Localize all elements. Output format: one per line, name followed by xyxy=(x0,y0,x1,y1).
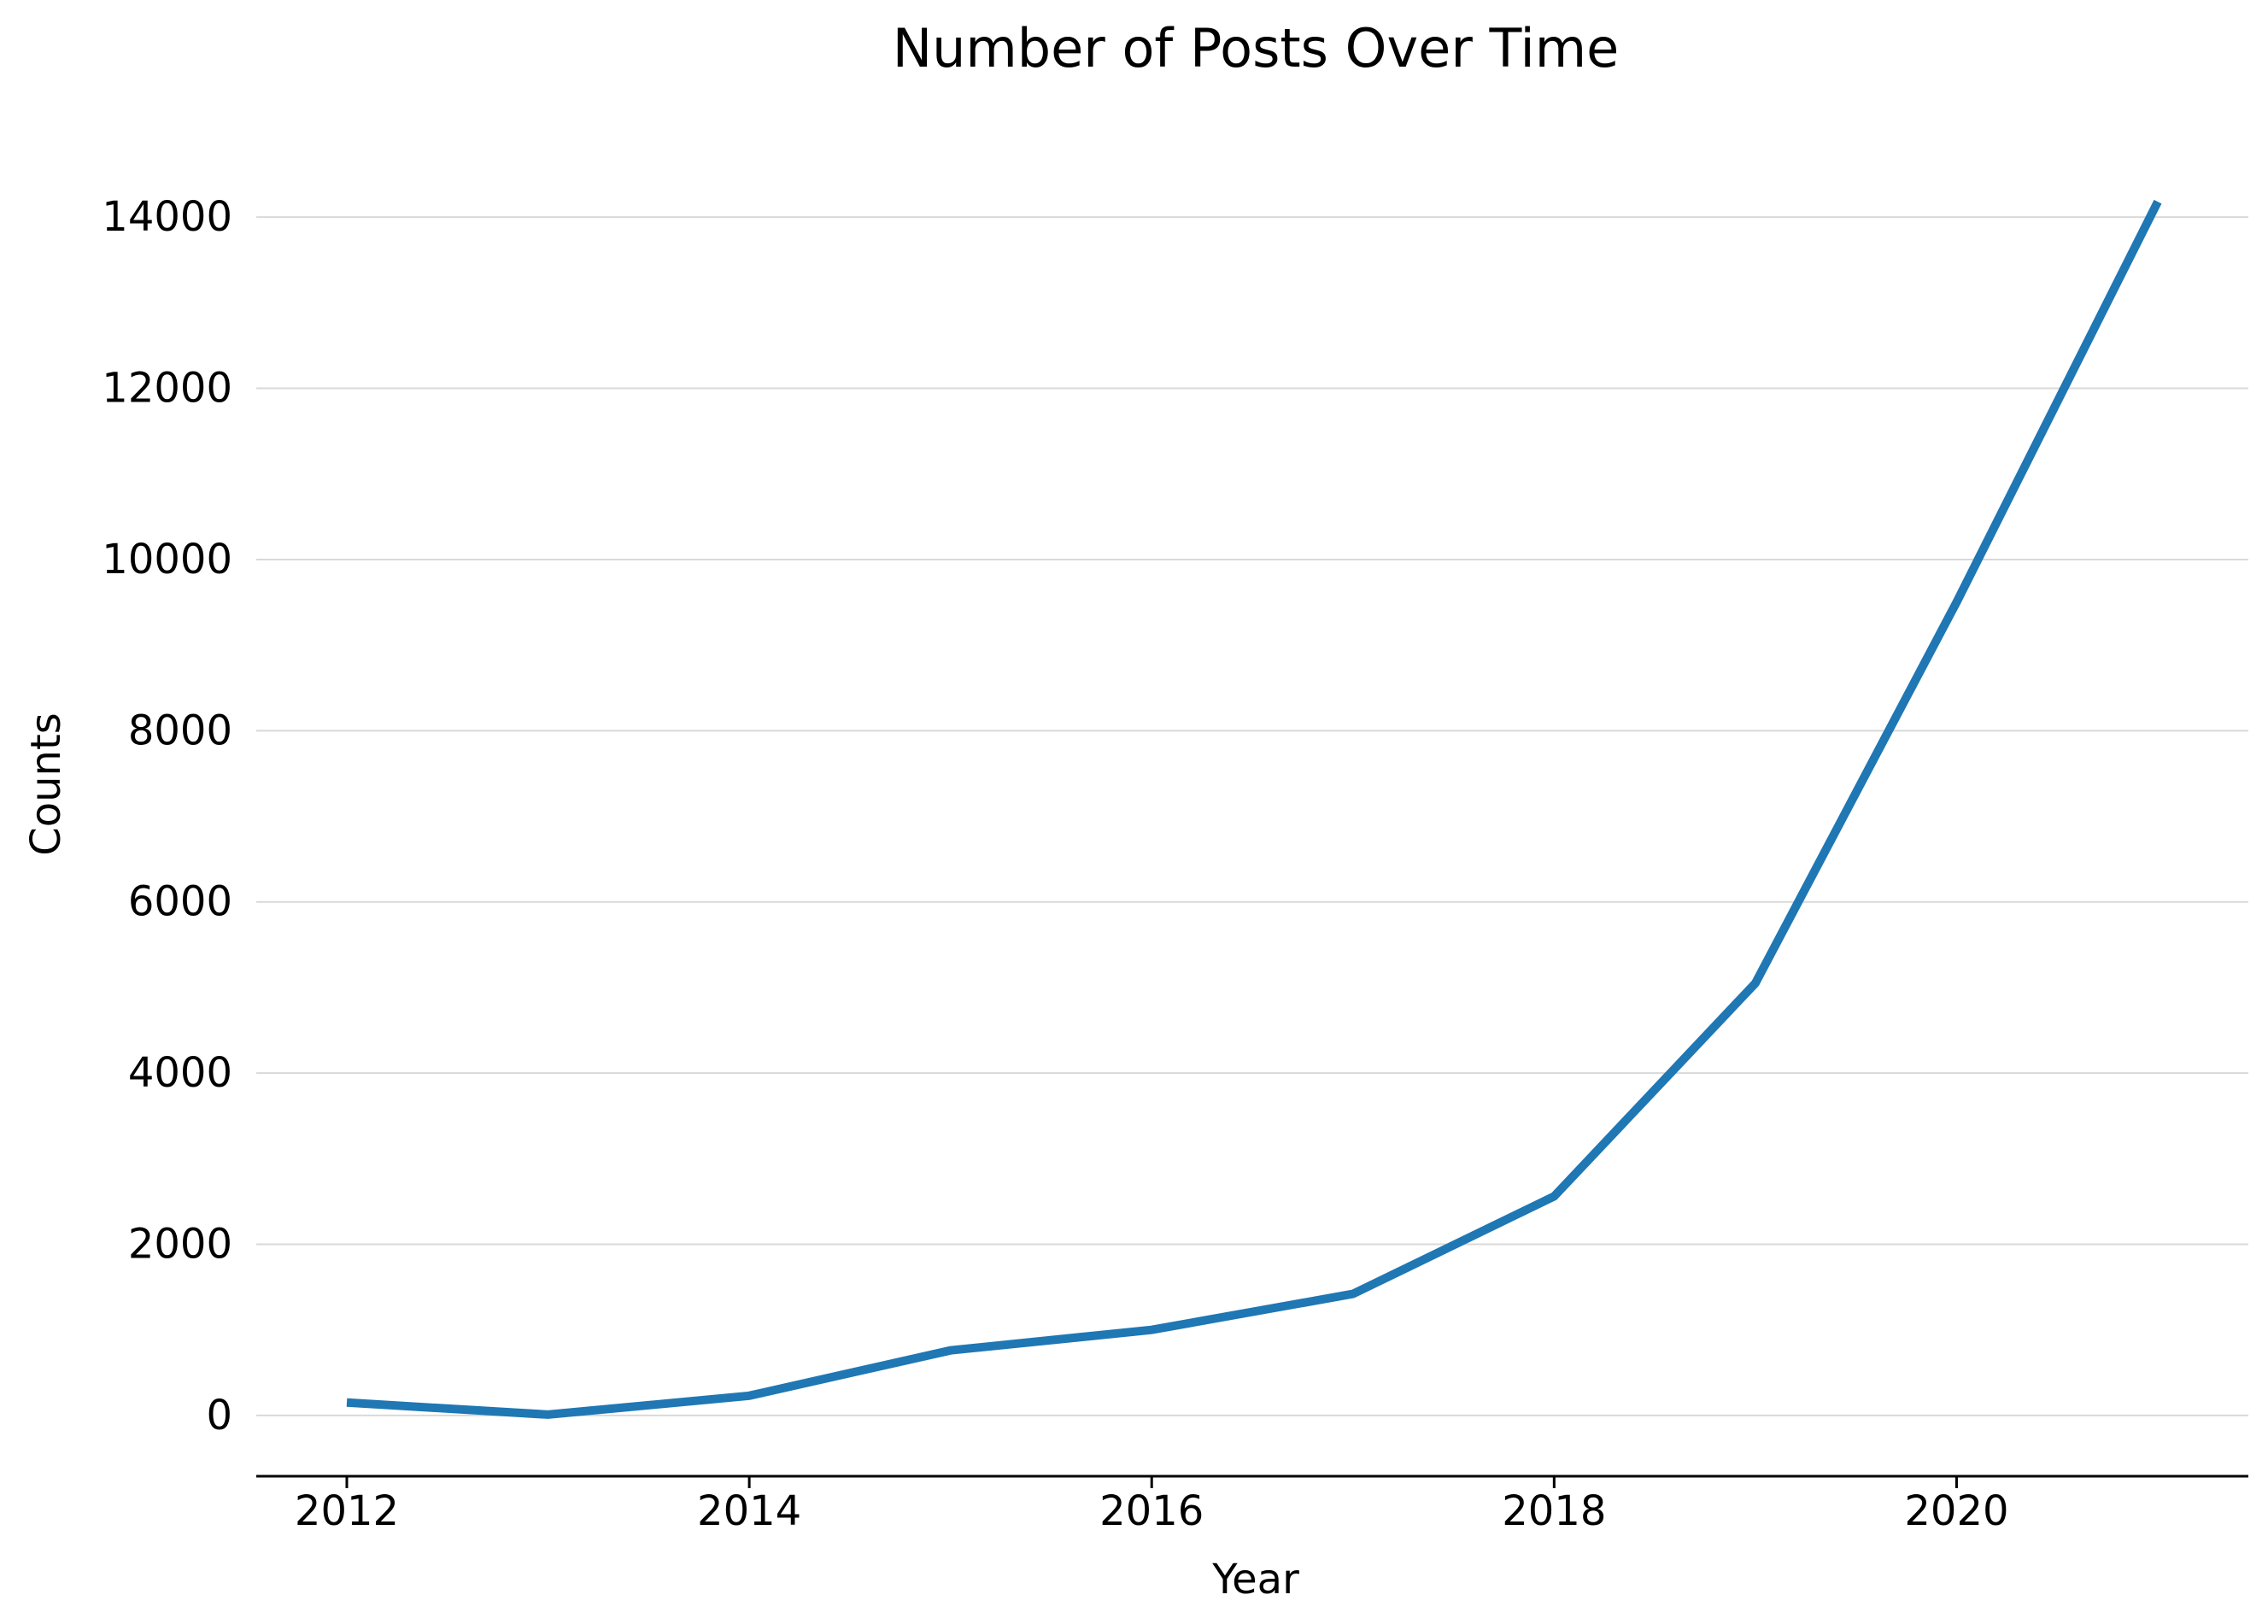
y-tick-label: 8000 xyxy=(128,706,232,754)
y-tick-label: 2000 xyxy=(128,1220,232,1268)
x-tick-label: 2012 xyxy=(295,1487,399,1535)
y-tick-label: 0 xyxy=(206,1392,232,1439)
y-tick-label: 10000 xyxy=(102,536,232,583)
y-gridlines xyxy=(256,216,2248,1416)
y-axis-title: Counts xyxy=(22,712,70,856)
y-tick-labels: 0 2000 4000 6000 8000 10000 12000 14000 xyxy=(102,193,232,1439)
y-tick-label: 4000 xyxy=(128,1049,232,1097)
x-tick-label: 2020 xyxy=(1904,1487,2008,1535)
x-tick-label: 2018 xyxy=(1502,1487,1606,1535)
chart-title: Number of Posts Over Time xyxy=(893,17,1620,79)
x-axis-title: Year xyxy=(1211,1556,1299,1603)
x-tick-label: 2016 xyxy=(1099,1487,1204,1535)
y-tick-label: 6000 xyxy=(128,878,232,926)
y-tick-label: 12000 xyxy=(102,365,232,413)
x-ticks: 2012 2014 2016 2018 2020 xyxy=(295,1476,2009,1535)
y-tick-label: 14000 xyxy=(102,193,232,241)
x-tick-label: 2014 xyxy=(697,1487,801,1535)
series-line-posts xyxy=(346,199,2162,1419)
